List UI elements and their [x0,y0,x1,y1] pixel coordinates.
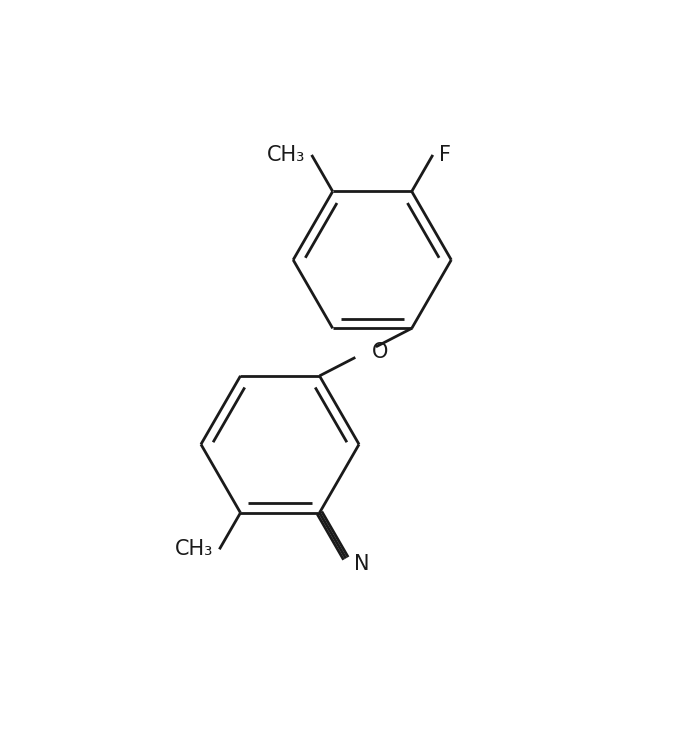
Text: O: O [372,342,388,362]
Text: F: F [439,145,451,165]
Text: CH₃: CH₃ [267,145,305,165]
Text: CH₃: CH₃ [175,539,213,559]
Text: N: N [354,554,369,573]
